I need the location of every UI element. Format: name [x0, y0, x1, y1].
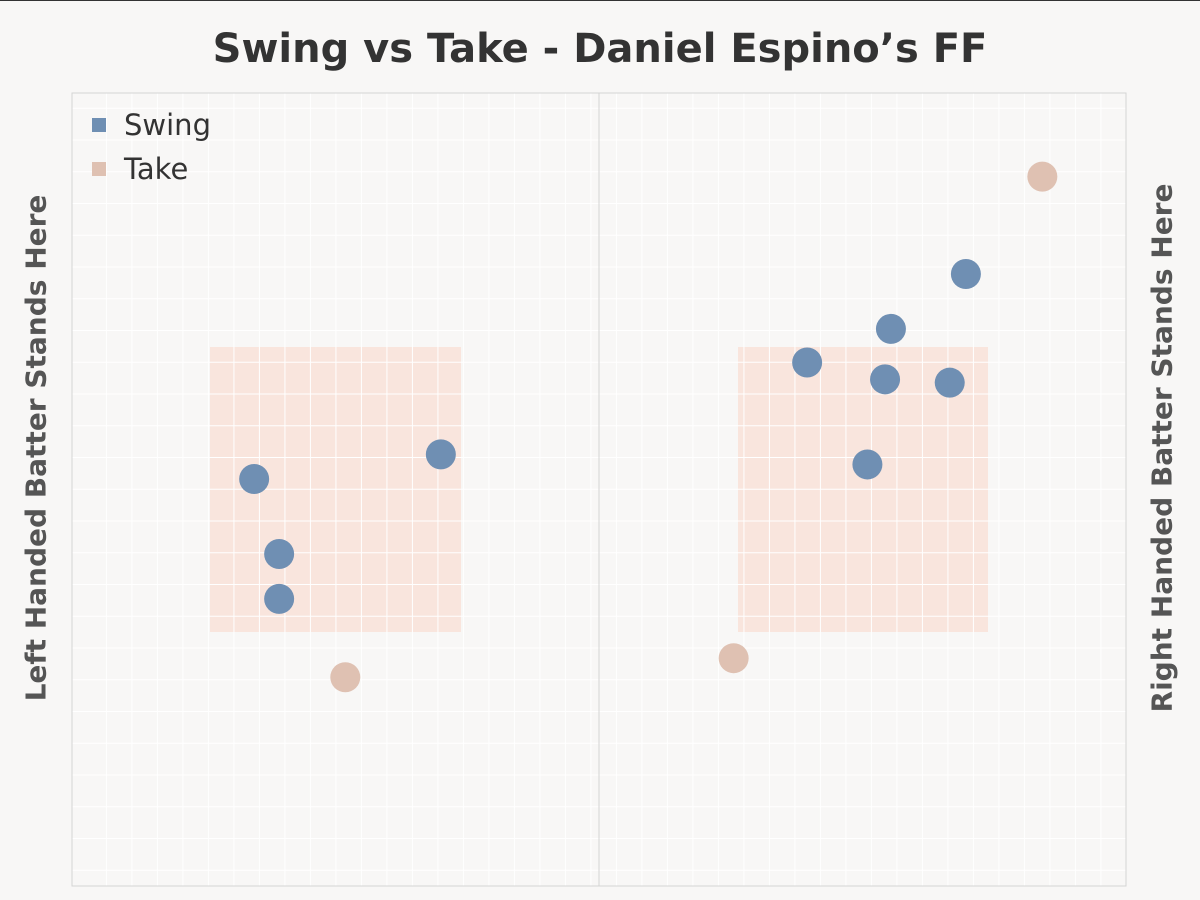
point-right-swing-5: [870, 364, 901, 395]
point-left-swing-4: [264, 583, 295, 614]
point-right-swing-7: [852, 449, 883, 480]
point-right-take-8: [718, 643, 749, 674]
legend-label-take: Take: [124, 152, 189, 186]
right-batter-label: Right Handed Batter Stands Here: [1145, 183, 1179, 713]
legend-item-take: Take: [92, 147, 211, 191]
point-left-swing-2: [425, 439, 456, 470]
point-right-swing-4: [792, 347, 823, 378]
point-left-swing-3: [264, 539, 295, 570]
point-right-swing-3: [875, 313, 906, 344]
legend-label-swing: Swing: [124, 108, 211, 142]
legend-item-swing: Swing: [92, 103, 211, 147]
point-right-swing-6: [934, 367, 965, 398]
top-rule: [0, 0, 1200, 1]
legend-swatch-take: [92, 162, 106, 176]
point-left-take-5: [330, 662, 361, 693]
left-batter-label: Left Handed Batter Stands Here: [19, 194, 53, 702]
legend: Swing Take: [92, 103, 211, 191]
legend-swatch-swing: [92, 118, 106, 132]
point-right-take-1: [1027, 161, 1058, 192]
point-right-swing-2: [950, 259, 981, 290]
chart-title: Swing vs Take - Daniel Espino’s FF: [212, 26, 988, 72]
point-left-swing-1: [239, 464, 270, 494]
